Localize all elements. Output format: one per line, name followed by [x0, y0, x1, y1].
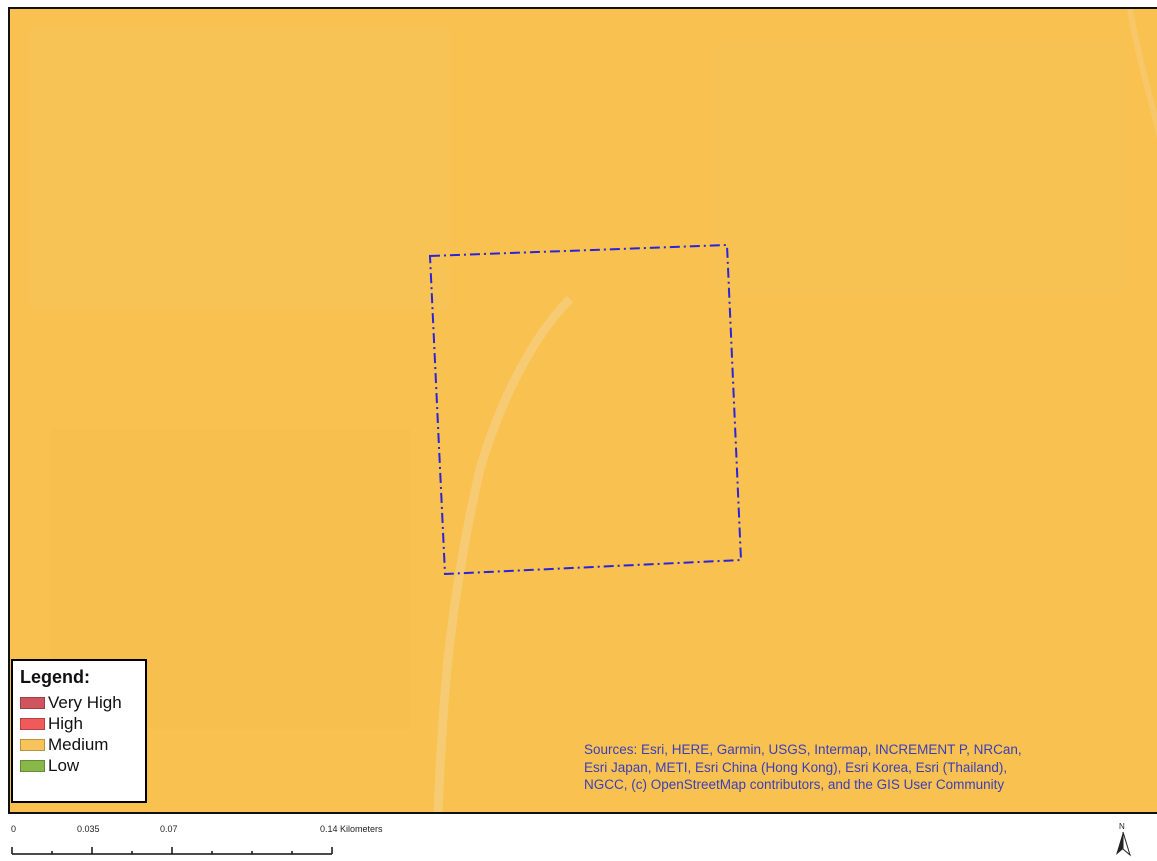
- legend-swatch-high: [20, 717, 45, 730]
- legend: Legend: Very High High Medium Low: [11, 659, 147, 803]
- scale-bar: 0 0.035 0.07 0.14 Kilometers: [8, 822, 428, 858]
- map-background: [10, 9, 1157, 812]
- legend-title: Legend:: [20, 667, 90, 687]
- scale-label-007: 0.07: [160, 824, 178, 834]
- legend-swatch-medium: [20, 738, 45, 751]
- legend-label: Medium: [48, 734, 109, 754]
- raster-tile: [30, 29, 450, 309]
- map-frame[interactable]: Legend: Very High High Medium Low Source…: [8, 7, 1157, 814]
- north-arrow: N: [1110, 822, 1136, 858]
- map-attribution: Sources: Esri, HERE, Garmin, USGS, Inter…: [584, 741, 1144, 794]
- map-canvas[interactable]: [10, 9, 1157, 814]
- legend-item-high: High: [20, 713, 139, 734]
- scale-label-0: 0: [11, 824, 17, 834]
- attribution-line: Esri Japan, METI, Esri China (Hong Kong)…: [584, 759, 1008, 775]
- legend-item-low: Low: [20, 755, 139, 776]
- north-arrow-icon: [1116, 831, 1131, 857]
- scale-label-0035: 0.035: [77, 824, 100, 834]
- legend-swatch-very-high: [20, 696, 45, 709]
- north-label: N: [1119, 822, 1125, 831]
- road-faint: [1127, 9, 1157, 138]
- raster-tile: [710, 39, 1130, 299]
- scale-label-014: 0.14 Kilometers: [320, 824, 383, 834]
- legend-label: High: [48, 713, 83, 733]
- attribution-line: NGCC, (c) OpenStreetMap contributors, an…: [584, 777, 1005, 792]
- legend-label: Very High: [48, 692, 122, 712]
- legend-item-very-high: Very High: [20, 692, 139, 713]
- attribution-line: Sources: Esri, HERE, Garmin, USGS, Inter…: [584, 742, 1022, 757]
- legend-label: Low: [48, 755, 80, 775]
- legend-item-medium: Medium: [20, 734, 139, 755]
- site-boundary[interactable]: [428, 243, 743, 576]
- legend-swatch-low: [20, 759, 45, 772]
- road: [433, 295, 574, 812]
- scale-bar-graphic: [11, 847, 333, 855]
